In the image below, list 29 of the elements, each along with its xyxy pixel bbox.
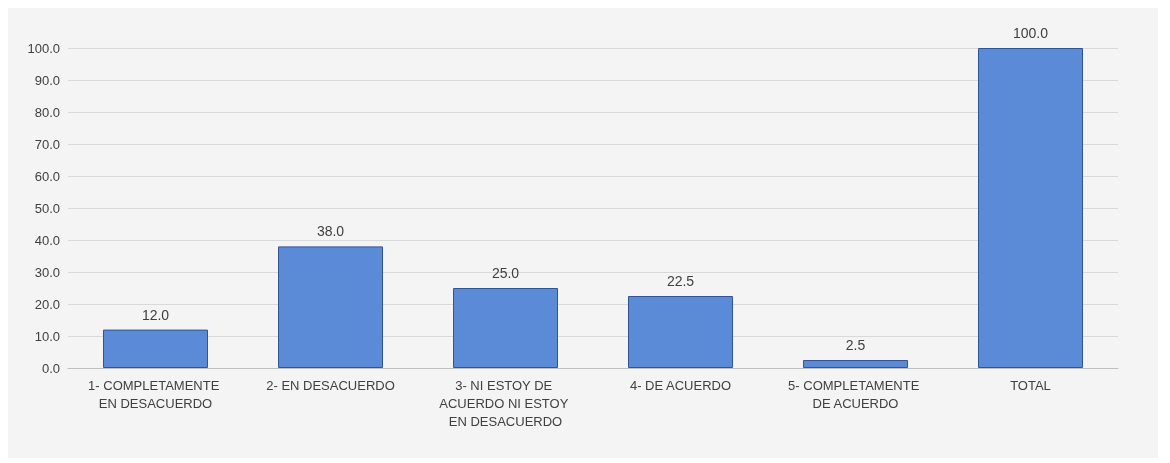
x-tick-label: 5- COMPLETAMENTE DE ACUERDO <box>788 377 923 411</box>
y-tick-label: 60.0 <box>34 168 60 184</box>
y-tick-label: 30.0 <box>34 264 60 280</box>
y-tick-label: 80.0 <box>34 104 60 120</box>
data-label: 22.5 <box>666 273 695 289</box>
x-tick-label: 1- COMPLETAMENTE EN DESACUERDO <box>88 377 223 411</box>
bar <box>278 246 383 368</box>
data-label: 38.0 <box>316 223 345 240</box>
bar <box>803 360 908 368</box>
y-tick-label: 90.0 <box>34 72 60 88</box>
x-tick-label: 4- DE ACUERDO <box>629 377 732 393</box>
x-tick-label: TOTAL <box>1010 377 1051 393</box>
y-tick-label: 10.0 <box>34 328 60 344</box>
data-label: 25.0 <box>491 265 520 281</box>
y-tick-label: 100.0 <box>27 40 60 56</box>
bar <box>103 329 208 368</box>
y-tick-label: 40.0 <box>34 232 60 248</box>
bar <box>978 48 1083 368</box>
y-tick-label: 20.0 <box>34 296 60 312</box>
data-label: 12.0 <box>141 306 170 323</box>
y-tick-label: 50.0 <box>34 200 60 216</box>
bar <box>628 296 733 368</box>
y-tick-label: 70.0 <box>34 136 60 152</box>
data-label: 2.5 <box>845 337 866 353</box>
data-label: 100.0 <box>1012 25 1049 41</box>
bar <box>453 288 558 368</box>
x-tick-label: 2- EN DESACUERDO <box>266 377 395 393</box>
x-tick-label: 3- NI ESTOY DE ACUERDO NI ESTOY EN DESACUERDO <box>439 377 572 429</box>
y-tick-label: 0.0 <box>41 360 60 376</box>
